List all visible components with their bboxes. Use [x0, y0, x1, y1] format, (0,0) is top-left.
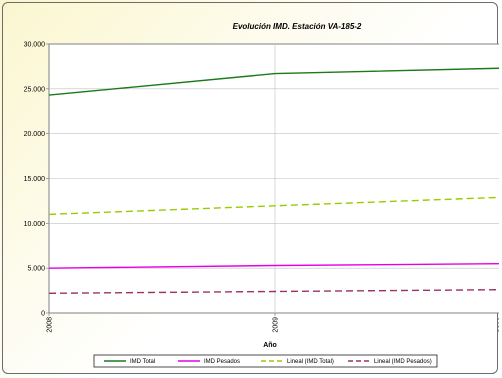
x-axis: 2008 2009 2010 — [47, 313, 500, 333]
legend-label: Lineal (IMD Pesados) — [374, 359, 432, 365]
series-line — [48, 289, 499, 294]
x-tick-label: 2010 — [499, 317, 500, 333]
legend-label: IMD Pesados — [204, 359, 240, 365]
y-tick-label: 30.000 — [24, 42, 46, 49]
y-tick-label: 20.000 — [24, 131, 46, 138]
y-axis: 0 5.000 10.000 15.000 20.000 25.000 30.000 — [24, 42, 49, 318]
x-axis-label: Año — [263, 342, 277, 349]
legend-label: Lineal (IMD Total) — [287, 359, 334, 365]
series-line — [48, 196, 499, 216]
y-tick-label: 0 — [41, 311, 45, 318]
gridlines — [49, 44, 499, 313]
y-tick-label: 15.000 — [24, 176, 46, 183]
y-tick-label: 25.000 — [24, 86, 46, 93]
line-chart: Evolución IMD. Estación VA-185-2 0 5.000 1… — [24, 22, 500, 368]
y-tick-label: 5.000 — [27, 266, 45, 273]
series-line — [48, 67, 499, 96]
legend-label: IMD Total — [130, 359, 155, 365]
legend: IMD Total IMD Pesados Lineal (IMD Total) Li… — [93, 354, 438, 368]
x-tick-label: 2009 — [273, 317, 280, 333]
x-tick-label: 2008 — [47, 317, 54, 333]
y-tick-label: 10.000 — [24, 221, 46, 228]
chart-frame: Evolución IMD. Estación VA-185-2 0 5.000 1… — [2, 2, 500, 374]
series-line — [48, 263, 499, 269]
series-lines — [48, 67, 499, 294]
chart-title: Evolución IMD. Estación VA-185-2 — [233, 22, 362, 31]
